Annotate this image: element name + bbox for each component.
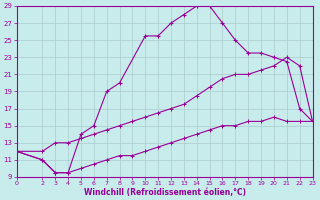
X-axis label: Windchill (Refroidissement éolien,°C): Windchill (Refroidissement éolien,°C)	[84, 188, 245, 197]
